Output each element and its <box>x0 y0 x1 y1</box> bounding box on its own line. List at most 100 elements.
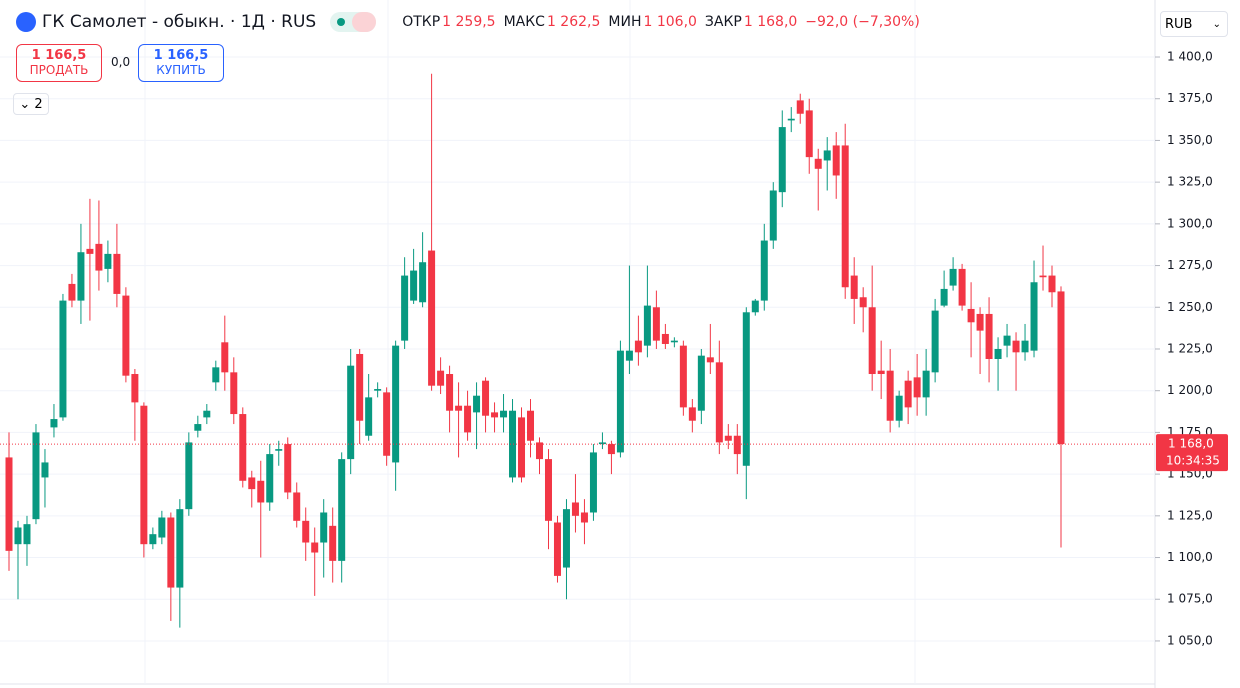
y-tick-label: 1 275,0 <box>1167 258 1213 272</box>
candle-body <box>625 350 633 361</box>
candle-body <box>509 410 517 478</box>
candle-body <box>95 243 103 271</box>
candle-body <box>284 444 292 493</box>
y-tick-label: 1 400,0 <box>1167 50 1213 64</box>
candle-body <box>203 410 211 418</box>
candle-body <box>661 333 669 344</box>
candle-body <box>967 308 975 323</box>
candle-body <box>940 288 948 306</box>
candle-body <box>643 305 651 346</box>
candle-body <box>347 365 355 460</box>
candle-body <box>814 158 822 169</box>
spread: 0,0 <box>111 55 131 69</box>
ohlc-value: 1 106,0 <box>643 14 697 30</box>
candle-body <box>104 253 112 269</box>
candle-body <box>68 283 76 301</box>
candle-body <box>571 502 579 516</box>
y-tick-label: 1 375,0 <box>1167 91 1213 105</box>
title: ГК Самолет - обыкн. · 1Д · RUS <box>42 12 317 32</box>
candle-body <box>1057 291 1065 445</box>
y-tick-label: 1 050,0 <box>1167 633 1213 647</box>
y-tick-label: 1 225,0 <box>1167 341 1213 355</box>
change: −92,0 (−7,30%) <box>805 14 920 30</box>
candle-body <box>616 350 624 453</box>
candle-body <box>823 150 831 161</box>
header: ГК Самолет - обыкн. · 1Д · RUS ОТКР 1 259… <box>16 12 920 32</box>
candle-body <box>805 110 813 158</box>
ohlc-label: ЗАКР <box>704 14 742 30</box>
candle-body <box>607 444 615 455</box>
candle-body <box>733 435 741 455</box>
candle-body <box>580 512 588 523</box>
status[interactable] <box>330 12 377 32</box>
candle-body <box>688 407 696 421</box>
candle-body <box>221 342 229 373</box>
candle-body <box>553 522 561 576</box>
ohlc-label: МАКС <box>503 14 545 30</box>
candle-body <box>1048 275 1056 293</box>
candle-body <box>392 345 400 463</box>
candle-body <box>239 414 247 481</box>
candle-body <box>706 357 714 363</box>
candle-body <box>1012 340 1020 353</box>
candle-body <box>976 313 984 331</box>
buy-label: КУПИТЬ <box>156 63 206 77</box>
candle-body <box>500 410 508 418</box>
sell-button[interactable]: 1 166,5 ПРОДАТЬ <box>16 44 102 82</box>
candle-body <box>958 268 966 306</box>
candle-body <box>455 405 463 411</box>
candle-body <box>913 377 921 398</box>
candle-body <box>113 253 121 294</box>
candle-body <box>212 367 220 383</box>
candle-body <box>311 542 319 553</box>
candle-body <box>257 480 265 503</box>
candle-body <box>248 477 256 490</box>
candle-body <box>589 452 597 513</box>
candle-body <box>140 405 148 545</box>
candle-body <box>832 145 840 176</box>
candle-body <box>895 395 903 421</box>
candle-body <box>320 512 328 543</box>
candle-body <box>886 370 894 421</box>
candle-body <box>598 442 606 445</box>
y-tick-label: 1 300,0 <box>1167 216 1213 230</box>
candle-body <box>59 300 67 418</box>
y-tick-label: 1 125,0 <box>1167 508 1213 522</box>
candle-body <box>176 509 184 588</box>
candle-body <box>50 419 58 428</box>
y-tick-label: 1 325,0 <box>1167 175 1213 189</box>
candle-body <box>194 424 202 431</box>
countdown: 10:34:35 <box>1166 454 1220 468</box>
candle-body <box>266 454 274 503</box>
candle-body <box>1030 282 1038 351</box>
y-tick-label: 1 100,0 <box>1167 550 1213 564</box>
candle-body <box>5 457 13 551</box>
candle-body <box>778 127 786 193</box>
candle-body <box>41 462 49 478</box>
y-tick-label: 1 200,0 <box>1167 383 1213 397</box>
candle-body <box>859 297 867 308</box>
candle-body <box>365 397 373 436</box>
currency-select[interactable]: RUB ⌄ <box>1160 11 1228 37</box>
candle-body <box>32 432 40 520</box>
candle-body <box>544 459 552 521</box>
candle-body <box>985 313 993 359</box>
last-price-label: 1 168,0 <box>1168 437 1214 451</box>
candle-body <box>652 307 660 341</box>
last-price-box <box>1156 434 1228 472</box>
candle-body <box>868 307 876 375</box>
candle-body <box>634 340 642 353</box>
candle-body <box>275 449 283 451</box>
candle-body <box>86 248 94 254</box>
candle-body <box>437 370 445 386</box>
candle-body <box>230 372 238 415</box>
ohlc-value: 1 262,5 <box>546 14 601 30</box>
candle-body <box>473 395 481 413</box>
candle-body <box>670 340 678 343</box>
indicators-toggle[interactable]: ⌄ 2 <box>13 93 49 115</box>
candle-body <box>518 417 526 478</box>
candle-body <box>23 524 31 545</box>
buy-button[interactable]: 1 166,5 КУПИТЬ <box>138 44 224 82</box>
